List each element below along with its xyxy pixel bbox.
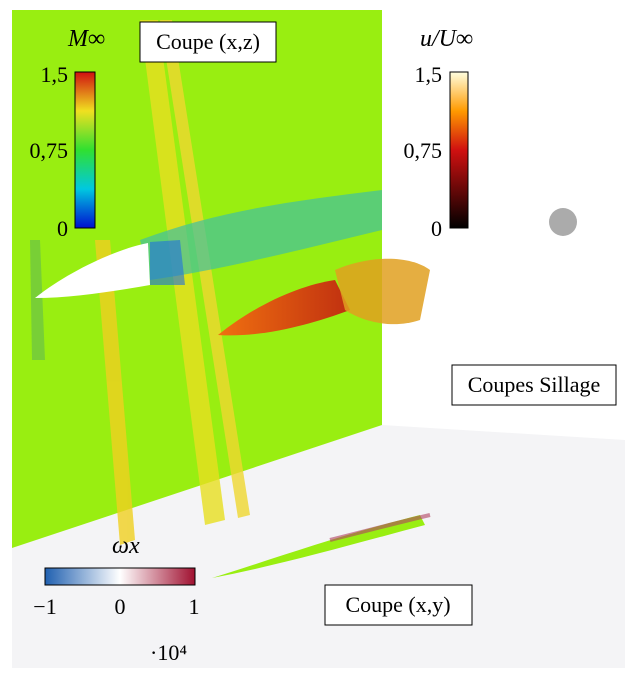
colorbar-title: M∞ — [67, 26, 105, 52]
label-box — [451, 364, 617, 406]
colorbar-title: ωx — [112, 533, 140, 559]
tick-label: 0 — [57, 216, 68, 241]
projectile — [218, 280, 350, 336]
label: Coupe (x,y) — [345, 592, 450, 617]
tick-label: 0,75 — [404, 138, 443, 163]
wake-slice — [549, 208, 577, 236]
tick-label: 0 — [431, 216, 442, 241]
tick-label: −1 — [33, 594, 56, 619]
tick-label: 1 — [189, 594, 200, 619]
label-box — [324, 584, 473, 626]
colorbar-title: u/U∞ — [420, 26, 473, 52]
colorbar — [449, 71, 469, 229]
wake-core — [150, 240, 185, 285]
colorbar — [74, 71, 96, 229]
tick-label: 1,5 — [41, 62, 69, 87]
tick-label: 0 — [115, 594, 126, 619]
label-box — [139, 21, 277, 63]
vortex-wake — [335, 258, 430, 325]
label: Coupes Sillage — [468, 372, 601, 397]
xz-plane — [12, 10, 382, 548]
xy-wake — [329, 513, 431, 542]
colorbar — [44, 567, 196, 586]
tick-label: 0,75 — [30, 138, 69, 163]
body-section — [35, 243, 150, 298]
label: Coupe (x,z) — [156, 29, 260, 54]
wake — [140, 190, 382, 280]
tick-label: 1,5 — [415, 62, 443, 87]
multiplier: ·10⁴ — [150, 640, 187, 665]
